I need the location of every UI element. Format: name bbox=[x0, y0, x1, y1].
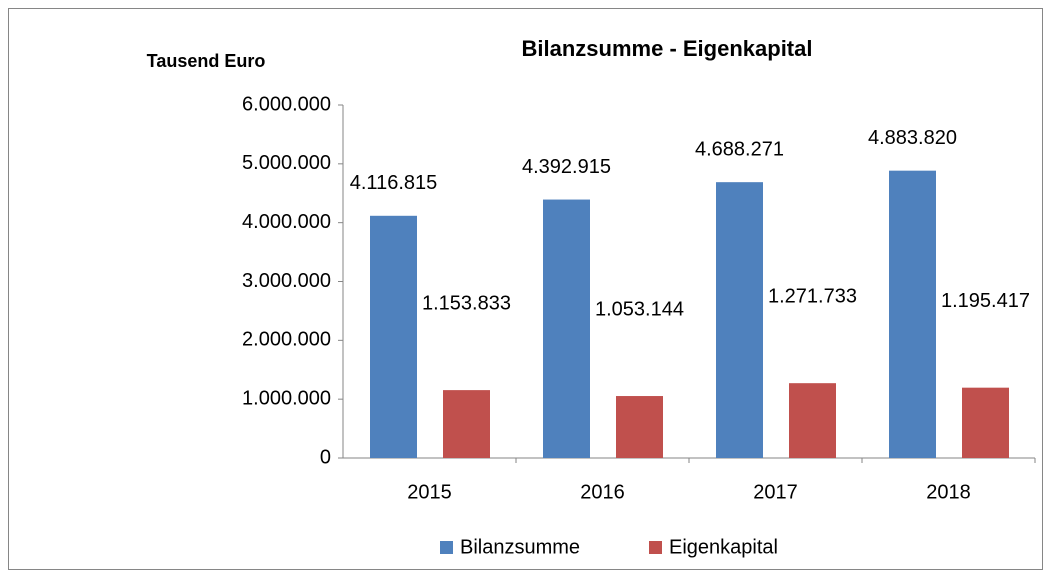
bar bbox=[962, 387, 1009, 458]
y-tick-label: 2.000.000 bbox=[242, 329, 331, 351]
y-tick-label: 4.000.000 bbox=[242, 211, 331, 233]
legend-label: Bilanzsumme bbox=[460, 536, 580, 558]
x-tick-label: 2016 bbox=[580, 481, 625, 503]
bar bbox=[443, 390, 490, 458]
x-tick-label: 2018 bbox=[926, 481, 971, 503]
legend-swatch bbox=[649, 541, 662, 554]
legend-swatch bbox=[440, 541, 453, 554]
data-label: 4.688.271 bbox=[695, 138, 784, 160]
data-label: 4.392.915 bbox=[522, 156, 611, 178]
bar bbox=[370, 215, 417, 458]
chart-title: Bilanzsumme - Eigenkapital bbox=[522, 36, 813, 61]
x-tick-label: 2015 bbox=[407, 481, 452, 503]
data-label: 1.153.833 bbox=[422, 292, 511, 314]
y-tick-label: 0 bbox=[320, 446, 331, 468]
y-tick-label: 5.000.000 bbox=[242, 152, 331, 174]
chart-frame bbox=[8, 8, 1043, 570]
bar bbox=[789, 383, 836, 458]
y-tick-label: 6.000.000 bbox=[242, 93, 331, 115]
data-label: 1.195.417 bbox=[941, 290, 1030, 312]
data-label: 1.271.733 bbox=[768, 285, 857, 307]
data-label: 4.883.820 bbox=[868, 127, 957, 149]
legend-label: Eigenkapital bbox=[669, 536, 778, 558]
bar bbox=[616, 396, 663, 458]
data-label: 4.116.815 bbox=[350, 172, 438, 194]
y-tick-label: 3.000.000 bbox=[242, 270, 331, 292]
y-axis-label: Tausend Euro bbox=[147, 51, 266, 71]
bar bbox=[543, 199, 590, 458]
y-tick-label: 1.000.000 bbox=[242, 387, 331, 409]
data-label: 1.053.144 bbox=[595, 298, 684, 320]
x-tick-label: 2017 bbox=[753, 481, 798, 503]
bar bbox=[889, 170, 936, 459]
bar bbox=[716, 182, 763, 458]
